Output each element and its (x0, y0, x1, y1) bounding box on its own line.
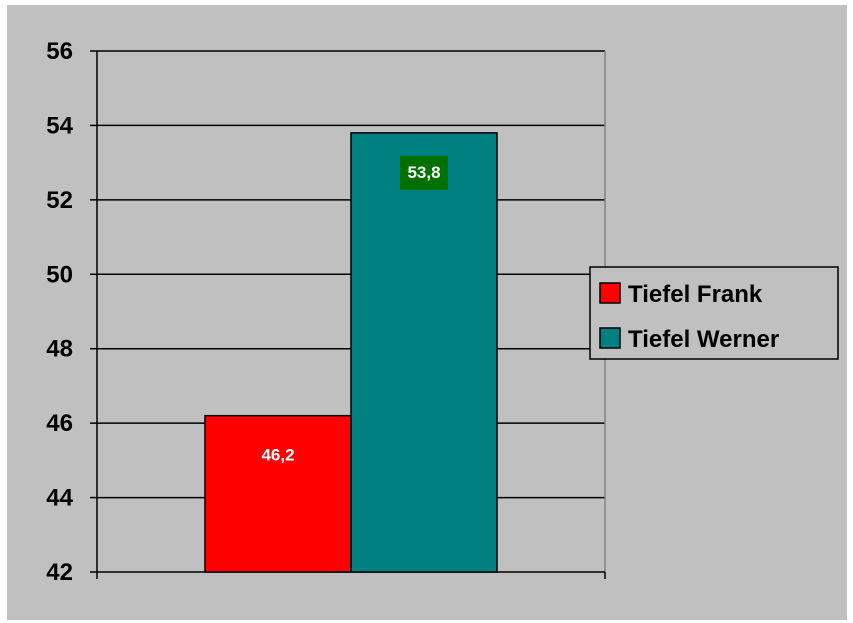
y-tick-label: 48 (46, 336, 73, 363)
y-tick-label: 42 (46, 559, 73, 586)
bars (204, 132, 498, 573)
y-tick-label: 52 (46, 187, 73, 214)
chart-area: 46,2 53,8 42 44 46 48 50 52 54 56 Tiefel Frank Ti… (7, 5, 847, 620)
bar (204, 414, 352, 573)
bar (350, 132, 498, 573)
legend-swatch (599, 327, 621, 349)
legend-box (589, 266, 839, 360)
data-labels: 46,2 53,8 (261, 155, 448, 465)
y-tick-label: 46 (46, 410, 73, 437)
y-tick-label: 56 (46, 38, 73, 65)
data-label: 53,8 (407, 163, 440, 182)
data-label-background (400, 155, 448, 190)
legend-label: Tiefel Werner (628, 326, 779, 353)
legend-label: Tiefel Frank (628, 281, 763, 308)
legend-swatch (599, 282, 621, 304)
legend: Tiefel Frank Tiefel Werner (589, 266, 839, 360)
y-tick-label: 54 (46, 112, 73, 139)
y-tick-label: 44 (46, 485, 73, 512)
data-label: 46,2 (261, 446, 294, 465)
y-tick-labels: 42 44 46 48 50 52 54 56 (46, 38, 73, 586)
y-tick-label: 50 (46, 261, 73, 288)
